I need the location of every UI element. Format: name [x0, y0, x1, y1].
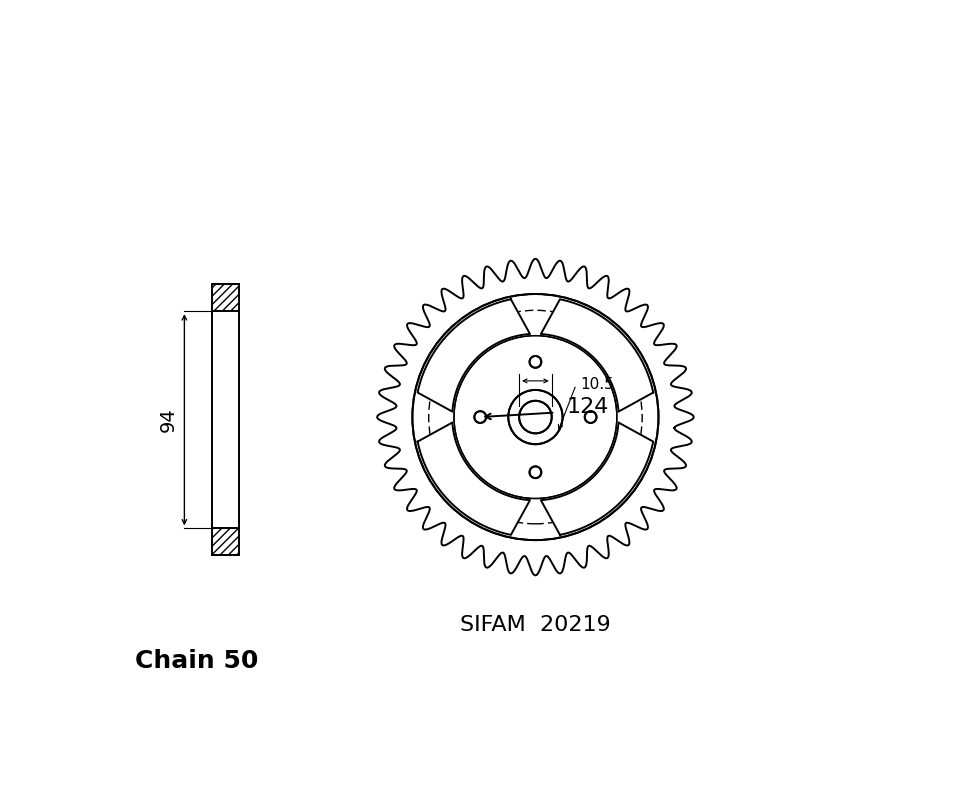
Bar [211, 284, 239, 555]
Text: SIFAM  20219: SIFAM 20219 [460, 615, 611, 635]
Text: 94: 94 [158, 407, 178, 432]
Text: Chain 50: Chain 50 [134, 650, 258, 674]
Polygon shape [418, 423, 530, 535]
Polygon shape [418, 300, 530, 411]
Polygon shape [540, 300, 653, 411]
Bar [211, 312, 239, 528]
Text: 10.5: 10.5 [581, 377, 614, 392]
Polygon shape [540, 423, 653, 535]
Bar [211, 528, 239, 555]
Bar [211, 284, 239, 312]
Text: 124: 124 [566, 397, 609, 417]
